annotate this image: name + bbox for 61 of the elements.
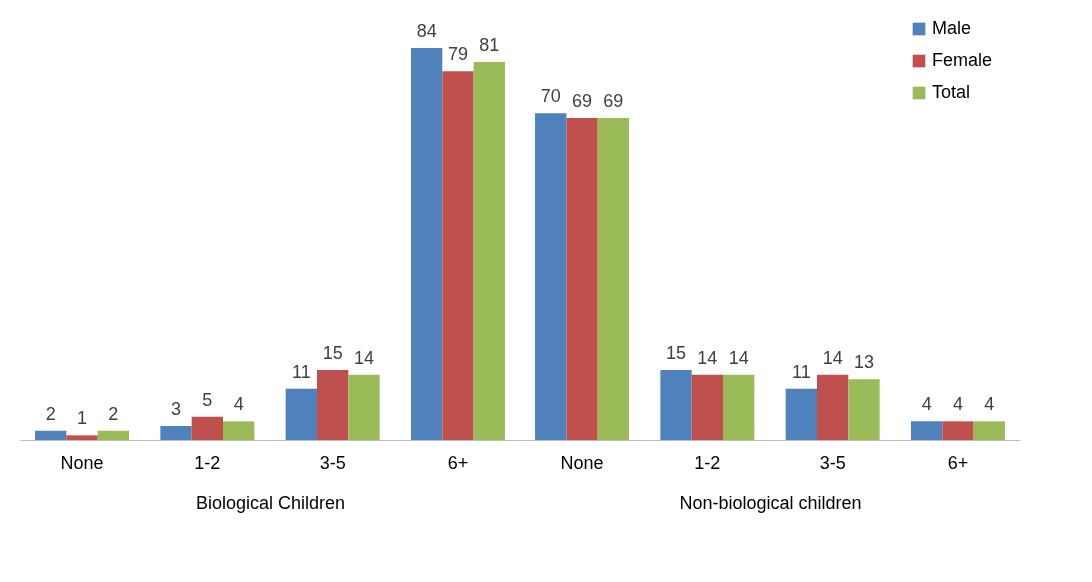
bar bbox=[660, 370, 692, 440]
bar bbox=[473, 62, 505, 440]
data-label: 4 bbox=[233, 394, 244, 415]
data-label: 70 bbox=[540, 86, 561, 107]
data-label: 13 bbox=[853, 352, 874, 373]
bar bbox=[597, 118, 630, 440]
text: Non-biological children bbox=[679, 492, 862, 513]
bar bbox=[535, 113, 567, 440]
bar bbox=[66, 435, 98, 440]
bar bbox=[316, 370, 349, 440]
data-label: 3 bbox=[171, 399, 182, 419]
data-label: 5 bbox=[202, 389, 213, 410]
data-label: 79 bbox=[447, 44, 468, 65]
legend-label: Female bbox=[932, 50, 993, 70]
x-tick-label: 3-5 bbox=[319, 452, 346, 473]
x-tick-label: 6+ bbox=[447, 452, 469, 473]
bar bbox=[848, 379, 880, 440]
data-label: 11 bbox=[291, 361, 311, 382]
data-label: 4 bbox=[952, 394, 963, 415]
bar bbox=[942, 421, 974, 440]
bar bbox=[723, 374, 755, 440]
bar bbox=[566, 118, 598, 440]
x-tick-label: 1-2 bbox=[194, 452, 221, 473]
data-label: 14 bbox=[697, 347, 718, 368]
bar bbox=[160, 426, 192, 440]
x-tick-label: None bbox=[560, 452, 604, 473]
data-label: 84 bbox=[416, 21, 437, 41]
data-label: 69 bbox=[603, 91, 624, 111]
data-label: 1 bbox=[77, 408, 88, 429]
data-label: 2 bbox=[45, 403, 56, 424]
bar bbox=[973, 421, 1005, 440]
data-label: 69 bbox=[572, 91, 593, 111]
bar bbox=[442, 71, 474, 440]
data-label: 2 bbox=[108, 403, 119, 424]
data-label: 15 bbox=[666, 343, 687, 363]
x-tick-label: 6+ bbox=[947, 452, 969, 473]
bar bbox=[910, 421, 943, 440]
bar bbox=[35, 430, 67, 440]
data-label: 4 bbox=[921, 394, 932, 415]
bar bbox=[785, 388, 817, 440]
data-label: 15 bbox=[322, 343, 343, 363]
data-label: 14 bbox=[728, 347, 749, 368]
data-label: 81 bbox=[479, 35, 500, 55]
legend-label: Male bbox=[932, 18, 972, 38]
bar bbox=[97, 430, 130, 440]
data-label: 14 bbox=[353, 347, 374, 368]
x-tick-label: None bbox=[60, 452, 104, 473]
data-label: 11 bbox=[791, 361, 811, 382]
bar bbox=[816, 374, 849, 440]
data-label: 4 bbox=[984, 394, 995, 415]
bar bbox=[410, 48, 443, 440]
bar bbox=[191, 416, 224, 440]
data-label: 14 bbox=[822, 347, 843, 368]
legend-label: Total bbox=[932, 82, 971, 102]
bar bbox=[348, 374, 380, 440]
x-tick-label: 3-5 bbox=[819, 452, 846, 473]
bar bbox=[223, 421, 255, 440]
bar bbox=[691, 374, 724, 440]
bar bbox=[285, 388, 317, 440]
x-tick-label: 1-2 bbox=[694, 452, 721, 473]
text: Biological Children bbox=[195, 492, 346, 513]
